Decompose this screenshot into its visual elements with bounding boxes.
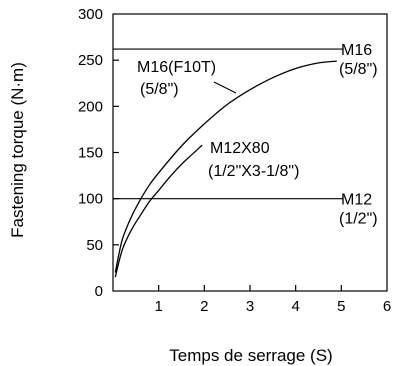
y-tick-label: 150: [78, 145, 103, 162]
y-tick-label: 300: [78, 6, 103, 23]
reference-line-sublabel: (1/2"): [339, 211, 378, 228]
series-label: M16(F10T): [137, 59, 216, 76]
y-tick-label: 100: [78, 191, 103, 208]
x-axis-label: Temps de serrage (S): [169, 346, 332, 365]
y-tick-label: 0: [95, 283, 103, 300]
series-sublabel: (1/2"X3-1/8"): [208, 163, 299, 180]
ticks: 0 50 100 150 200 250 300 1 2 3 4 5 6: [78, 6, 391, 315]
series-leader-line: [213, 81, 237, 94]
y-tick-label: 250: [78, 52, 103, 69]
reference-line-sublabel: (5/8"): [339, 61, 378, 78]
x-tick-label: 2: [200, 298, 208, 315]
y-tick-label: 200: [78, 98, 103, 115]
y-tick-label: 50: [86, 237, 103, 254]
x-tick-label: 1: [154, 298, 162, 315]
reference-line-label: M12: [341, 192, 372, 209]
series-sublabel: (5/8"): [140, 81, 179, 98]
reference-lines: M16 (5/8") M12 (1/2"): [113, 42, 378, 228]
x-tick-label: 4: [291, 298, 299, 315]
series-line-1: [114, 144, 203, 278]
series-line-0: [114, 60, 337, 273]
x-tick-label: 6: [383, 298, 391, 315]
x-tick-label: 3: [246, 298, 254, 315]
curves: [114, 60, 337, 278]
y-axis-label: Fastening torque (N·m): [8, 62, 27, 238]
curve-labels: M16(F10T) (5/8") M12X80 (1/2"X3-1/8"): [137, 59, 299, 180]
reference-line-label: M16: [341, 42, 372, 59]
x-tick-label: 5: [337, 298, 345, 315]
series-label: M12X80: [210, 140, 270, 157]
